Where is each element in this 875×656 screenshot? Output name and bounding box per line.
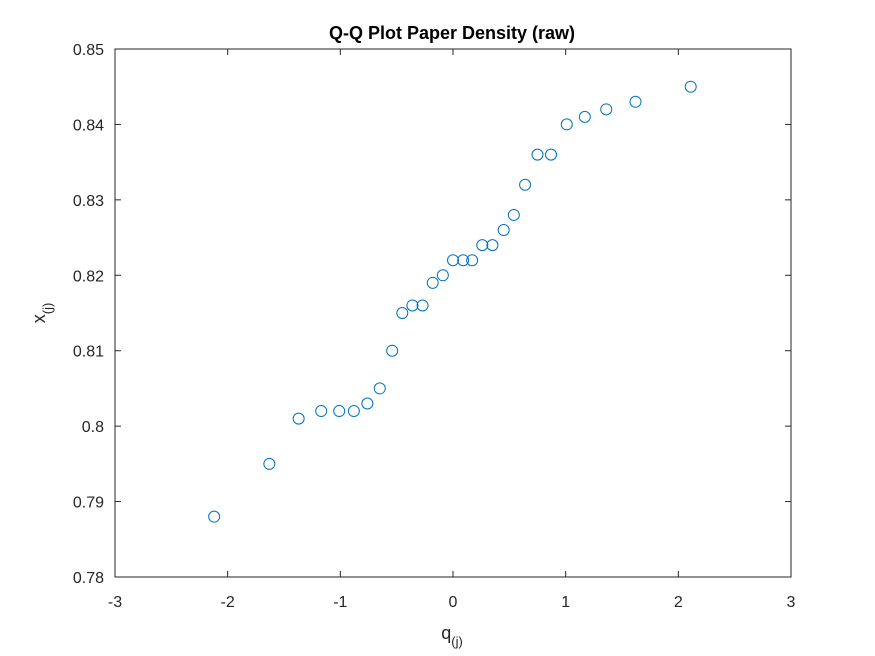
y-tick-label: 0.85 [73,42,104,59]
y-axis-label-sub: (j) [40,303,55,315]
y-axis-label: x(j) [29,303,55,324]
data-point [578,110,591,123]
data-point [373,382,386,395]
data-point [436,269,449,282]
data-point [333,405,346,418]
x-axis-label-base: q [441,623,451,643]
data-point [684,80,697,93]
data-point [347,405,360,418]
y-tick-label: 0.84 [73,117,104,134]
plot-frame [114,48,792,578]
data-point [386,344,399,357]
y-tick-label: 0.79 [73,495,104,512]
data-point [486,239,499,252]
axis-ticks: -3 -2 -1 0 1 2 3 0.78 0.79 0.8 0.81 0.82 0.83 0.84 0.8… [73,42,796,611]
data-point [507,208,520,221]
data-point [545,148,558,161]
data-point [406,299,419,312]
y-tick-label: 0.78 [73,570,104,587]
data-point [315,405,328,418]
y-tick-label: 0.83 [73,193,104,210]
x-tick-label: -2 [221,594,235,611]
data-points [208,80,697,523]
data-point [600,103,613,116]
x-tick-label: 2 [674,594,683,611]
data-point [416,299,429,312]
y-tick-label: 0.82 [73,268,104,285]
data-point [531,148,544,161]
data-point [361,397,374,410]
data-point [497,224,510,237]
data-point [292,412,305,425]
data-point [466,254,479,267]
y-tick-label: 0.8 [82,419,104,436]
data-point [476,239,489,252]
x-tick-label: 3 [787,594,796,611]
data-point [629,95,642,108]
x-tick-label: 0 [449,594,458,611]
data-point [208,510,221,523]
data-point [263,457,276,470]
data-point [560,118,573,131]
data-point [519,178,532,191]
x-tick-label: -1 [333,594,347,611]
chart-title: Q-Q Plot Paper Density (raw) [329,23,575,43]
y-axis-label-base: x [29,314,49,323]
data-point [457,254,470,267]
x-axis-label: q(j) [441,623,463,649]
x-tick-label: -3 [108,594,122,611]
x-axis-label-sub: (j) [451,634,463,649]
data-point [447,254,459,267]
x-tick-label: 1 [561,594,570,611]
data-point [426,276,439,289]
data-point [396,307,409,319]
y-tick-label: 0.81 [73,344,104,361]
